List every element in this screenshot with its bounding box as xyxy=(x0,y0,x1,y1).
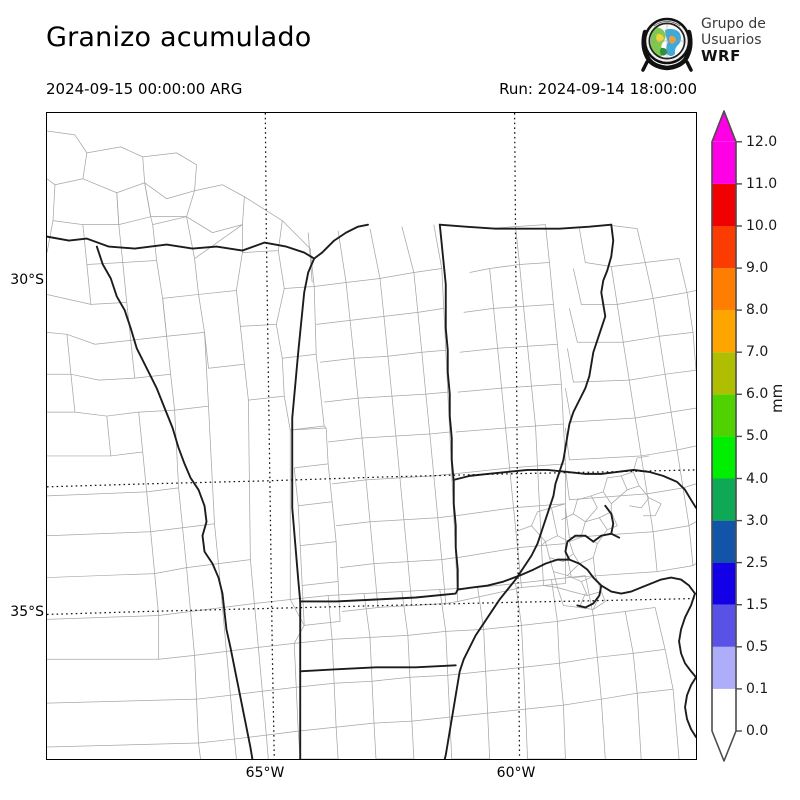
colorbar-ticks xyxy=(736,141,742,732)
colorbar-band-group xyxy=(712,141,736,731)
colorbar-tick-8: 8.0 xyxy=(746,302,769,319)
gridline-lon-60w xyxy=(513,113,521,759)
colorbar-tick-6: 6.0 xyxy=(746,386,769,403)
lon-label-60w: 60°W xyxy=(496,765,536,781)
province-boundaries xyxy=(47,223,696,759)
colorbar-tick-9: 9.0 xyxy=(746,260,769,277)
map-plot-area[interactable] xyxy=(46,112,697,760)
colorbar-under-arrow xyxy=(712,731,736,761)
colorbar-tick-1p5: 1.5 xyxy=(746,596,769,613)
run-time-label: Run: 2024-09-14 18:00:00 xyxy=(499,80,697,98)
colorbar-swatches xyxy=(711,110,742,762)
colorbar-tick-10: 10.0 xyxy=(746,218,778,234)
department-boundaries xyxy=(47,130,696,759)
colorbar-tick-5: 5.0 xyxy=(746,428,769,445)
graticule xyxy=(47,113,696,759)
gridline-lon-65w xyxy=(264,113,275,759)
globe-emblem-icon xyxy=(637,14,697,74)
colorbar-over-arrow xyxy=(712,111,736,142)
colorbar-tick-0p1: 0.1 xyxy=(746,680,769,697)
colorbar-unit-label: mm xyxy=(768,383,786,413)
lon-label-65w: 65°W xyxy=(245,765,285,781)
logo-line-2: Usuarios xyxy=(701,32,762,48)
logo-line-1: Grupo de xyxy=(701,16,766,32)
logo: Grupo de Usuarios WRF xyxy=(637,14,797,76)
colorbar-tick-3: 3.0 xyxy=(746,512,769,529)
colorbar-tick-0p5: 0.5 xyxy=(746,638,769,655)
logo-line-3: WRF xyxy=(701,47,741,65)
page-title: Granizo acumulado xyxy=(46,22,312,53)
colorbar-tick-2p5: 2.5 xyxy=(746,554,769,571)
colorbar[interactable]: 12.0 11.0 10.0 9.0 8.0 7.0 6.0 5.0 4.0 3… xyxy=(706,108,798,768)
colorbar-tick-7: 7.0 xyxy=(746,344,769,361)
lat-label-30s: 30°S xyxy=(10,272,44,288)
lat-label-35s: 35°S xyxy=(10,604,44,620)
gridline-lat-35s xyxy=(47,597,696,616)
colorbar-tick-11: 11.0 xyxy=(746,175,778,192)
valid-time-label: 2024-09-15 00:00:00 ARG xyxy=(46,80,243,98)
logo-text: Grupo de Usuarios WRF xyxy=(701,16,766,64)
colorbar-tick-12: 12.0 xyxy=(746,133,778,150)
map-vector-layer xyxy=(47,113,696,759)
gridline-lat-30s xyxy=(47,469,696,488)
colorbar-tick-4: 4.0 xyxy=(746,470,769,487)
colorbar-tick-0: 0.0 xyxy=(746,723,769,739)
